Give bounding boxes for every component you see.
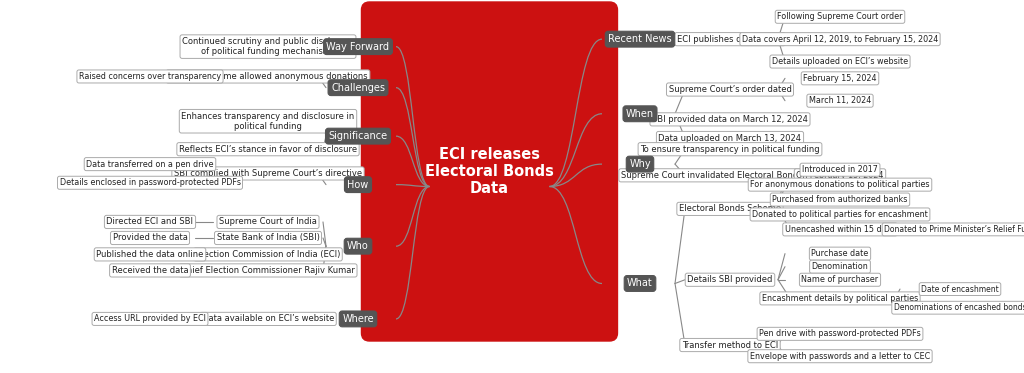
Text: Data available on ECI’s website: Data available on ECI’s website — [202, 314, 334, 323]
Text: Details SBI provided: Details SBI provided — [687, 275, 773, 284]
Text: Details uploaded on ECI’s website: Details uploaded on ECI’s website — [772, 57, 908, 66]
Text: Recent News: Recent News — [608, 34, 672, 44]
Text: How: How — [347, 180, 369, 189]
Text: Reflects ECI’s stance in favor of disclosure: Reflects ECI’s stance in favor of disclo… — [179, 145, 357, 154]
Text: Purchased from authorized banks: Purchased from authorized banks — [772, 195, 907, 204]
Text: Denomination: Denomination — [812, 262, 868, 271]
Text: Chief Election Commissioner Rajiv Kumar: Chief Election Commissioner Rajiv Kumar — [181, 266, 355, 275]
Text: Directed ECI and SBI: Directed ECI and SBI — [106, 217, 194, 226]
Text: Encashment details by political parties: Encashment details by political parties — [762, 294, 919, 303]
Text: Pen drive with password-protected PDFs: Pen drive with password-protected PDFs — [759, 329, 921, 338]
Text: Received the data: Received the data — [112, 266, 188, 275]
Text: Data covers April 12, 2019, to February 15, 2024: Data covers April 12, 2019, to February … — [741, 35, 938, 44]
Text: Where: Where — [342, 314, 374, 324]
Text: Supreme Court invalidated Electoral Bonds Scheme: Supreme Court invalidated Electoral Bond… — [621, 171, 839, 180]
Text: Data transferred on a pen drive: Data transferred on a pen drive — [86, 160, 214, 169]
Text: Access URL provided by ECI: Access URL provided by ECI — [94, 314, 206, 323]
Text: Introduced in 2017: Introduced in 2017 — [802, 165, 878, 174]
Text: When: When — [626, 109, 654, 119]
Text: ECI releases
Electoral Bonds
Data: ECI releases Electoral Bonds Data — [425, 147, 554, 197]
Text: SBI provided data on March 12, 2024: SBI provided data on March 12, 2024 — [652, 115, 808, 124]
Text: Enhances transparency and disclosure in
political funding: Enhances transparency and disclosure in … — [181, 112, 354, 131]
Text: Supreme Court of India: Supreme Court of India — [219, 217, 317, 226]
Text: For anonymous donations to political parties: For anonymous donations to political par… — [751, 180, 930, 189]
Text: March 11, 2024: March 11, 2024 — [809, 96, 871, 105]
Text: Transfer method to ECI: Transfer method to ECI — [682, 341, 778, 350]
Text: Original scheme allowed anonymous donations: Original scheme allowed anonymous donati… — [168, 72, 368, 81]
Text: Supreme Court’s order dated: Supreme Court’s order dated — [669, 85, 792, 94]
Text: Continued scrutiny and public disclosure
of political funding mechanisms: Continued scrutiny and public disclosure… — [182, 37, 354, 56]
Text: Raised concerns over transparency: Raised concerns over transparency — [79, 72, 221, 81]
Text: Data uploaded on March 13, 2024: Data uploaded on March 13, 2024 — [658, 134, 802, 142]
Text: Unencashed within 15 days: Unencashed within 15 days — [784, 225, 895, 234]
Text: Details enclosed in password-protected PDFs: Details enclosed in password-protected P… — [59, 178, 241, 187]
Text: Published the data online: Published the data online — [96, 250, 204, 259]
Text: Purchase date: Purchase date — [811, 249, 868, 258]
FancyBboxPatch shape — [361, 2, 617, 341]
Text: What: What — [627, 279, 653, 288]
Text: Donated to political parties for encashment: Donated to political parties for encashm… — [752, 210, 928, 219]
Text: Electoral Bonds Scheme: Electoral Bonds Scheme — [679, 204, 781, 213]
Text: Significance: Significance — [329, 131, 387, 141]
Text: Provided the data: Provided the data — [113, 233, 187, 242]
Text: On February 15, 2024: On February 15, 2024 — [797, 171, 884, 180]
Text: Donated to Prime Minister’s Relief Fund: Donated to Prime Minister’s Relief Fund — [884, 225, 1024, 234]
Text: Who: Who — [347, 241, 369, 251]
Text: Election Commission of India (ECI): Election Commission of India (ECI) — [196, 250, 340, 259]
Text: Following Supreme Court order: Following Supreme Court order — [777, 12, 903, 21]
Text: Challenges: Challenges — [331, 83, 385, 93]
Text: Way Forward: Way Forward — [327, 42, 389, 51]
Text: Why: Why — [629, 159, 651, 169]
Text: To ensure transparency in political funding: To ensure transparency in political fund… — [640, 145, 820, 154]
Text: Denominations of encashed bonds: Denominations of encashed bonds — [894, 303, 1024, 312]
Text: SBI complied with Supreme Court’s directive: SBI complied with Supreme Court’s direct… — [174, 169, 362, 178]
Text: Name of purchaser: Name of purchaser — [802, 275, 879, 284]
Text: State Bank of India (SBI): State Bank of India (SBI) — [216, 233, 319, 242]
Text: Envelope with passwords and a letter to CEC: Envelope with passwords and a letter to … — [750, 352, 930, 361]
Text: ECI publishes data online: ECI publishes data online — [677, 35, 783, 44]
Text: Date of encashment: Date of encashment — [922, 285, 998, 294]
Text: February 15, 2024: February 15, 2024 — [803, 74, 877, 83]
